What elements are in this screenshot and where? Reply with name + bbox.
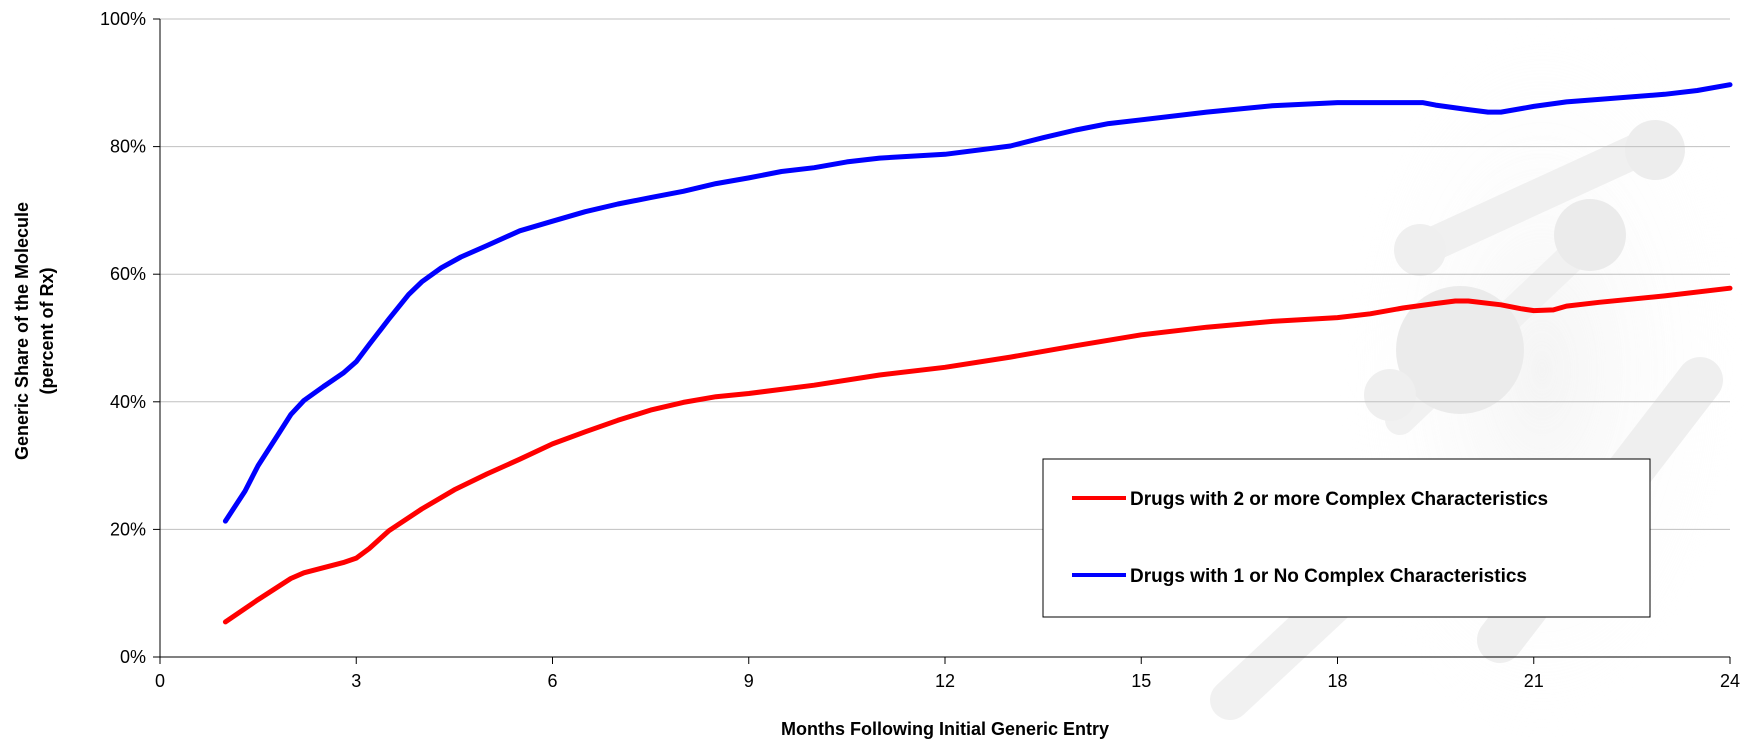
x-tick-label-24: 24 — [1720, 671, 1740, 691]
y-axis-title-line1: Generic Share of the Molecule — [12, 202, 32, 460]
y-tick-label-20: 20% — [110, 519, 146, 539]
legend-label-red-series: Drugs with 2 or more Complex Characteris… — [1130, 489, 1548, 510]
series-line-blue — [222, 82, 1733, 524]
x-axis-title: Months Following Initial Generic Entry — [781, 719, 1109, 739]
y-tick-label-100: 100% — [100, 9, 146, 29]
x-tick-label-15: 15 — [1131, 671, 1151, 691]
x-tick-label-6: 6 — [547, 671, 557, 691]
x-tick-label-18: 18 — [1327, 671, 1347, 691]
x-tick-label-0: 0 — [155, 671, 165, 691]
y-axis-title-line2: (percent of Rx) — [37, 267, 57, 394]
y-tick-label-0: 0% — [120, 647, 146, 667]
series-line-red — [222, 285, 1733, 625]
legend: Drugs with 2 or more Complex Characteris… — [1042, 458, 1651, 618]
y-axis-title-group: Generic Share of the Molecule (percent o… — [12, 202, 57, 460]
y-tick-label-60: 60% — [110, 264, 146, 284]
legend-box — [1042, 458, 1651, 618]
y-tick-label-40: 40% — [110, 392, 146, 412]
x-tick-label-9: 9 — [744, 671, 754, 691]
axes — [153, 18, 1731, 664]
x-tick-label-21: 21 — [1524, 671, 1544, 691]
y-tick-label-80: 80% — [110, 137, 146, 157]
series-lines — [222, 82, 1733, 625]
x-tick-label-12: 12 — [935, 671, 955, 691]
tick-labels: 0% 20% 40% 60% 80% 100% 0 3 6 9 12 15 18 21 24 — [100, 9, 1740, 691]
legend-label-blue-series: Drugs with 1 or No Complex Characteristi… — [1130, 566, 1527, 587]
x-tick-label-3: 3 — [351, 671, 361, 691]
